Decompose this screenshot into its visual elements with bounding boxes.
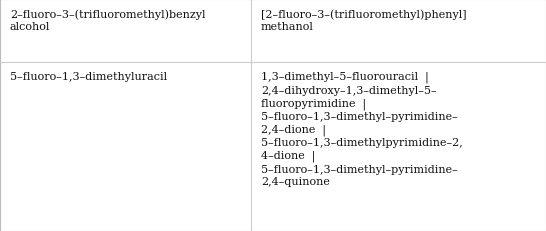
Text: 5–fluoro–1,3–dimethyluracil: 5–fluoro–1,3–dimethyluracil	[10, 72, 167, 82]
Text: 2–fluoro–3–(trifluoromethyl)benzyl
alcohol: 2–fluoro–3–(trifluoromethyl)benzyl alcoh…	[10, 9, 205, 32]
Text: [2–fluoro–3–(trifluoromethyl)phenyl]
methanol: [2–fluoro–3–(trifluoromethyl)phenyl] met…	[261, 9, 467, 32]
Text: 1,3–dimethyl–5–fluorouracil  |
2,4–dihydroxy–1,3–dimethyl–5–
fluoropyrimidine  |: 1,3–dimethyl–5–fluorouracil | 2,4–dihydr…	[261, 72, 463, 186]
